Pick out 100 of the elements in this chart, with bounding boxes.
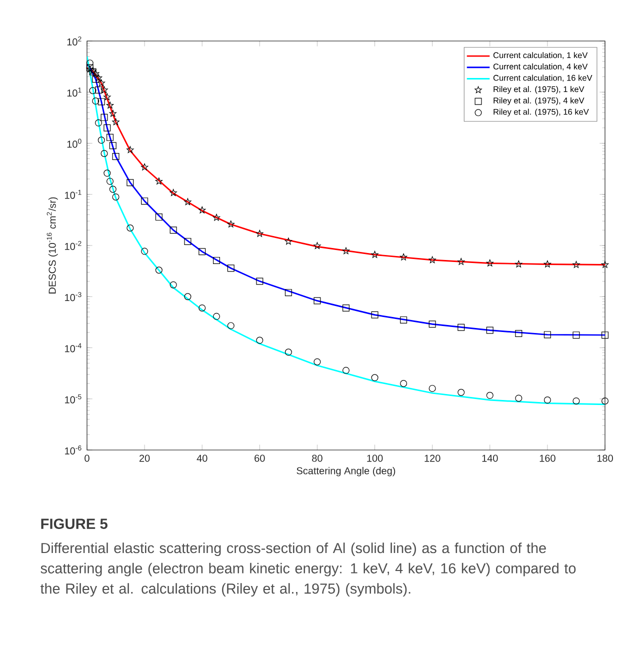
point [544,331,552,338]
y-tick-label: 10$^{0}$ [67,138,82,148]
point [256,278,264,285]
point [170,281,177,288]
point [156,266,163,274]
point [156,214,163,221]
point [515,330,522,337]
legend-label: Current calculation, 4 keV [494,63,588,70]
point [106,178,114,185]
point [227,220,235,228]
point [342,247,350,254]
point [98,98,105,106]
point [572,397,580,404]
x-tick-label: 20 [140,454,150,462]
point [100,150,108,158]
point [213,312,220,320]
point [515,260,522,268]
point [428,256,436,264]
point [342,366,350,374]
line-series [87,64,606,336]
point [572,261,580,268]
point [184,238,192,245]
y-tick-label: 10$^{-1}$ [65,190,82,199]
y-tick-label: 10$^{1}$ [67,88,82,97]
point [486,392,494,399]
legend-label: Riley et al. (1975), 16 keV [494,108,589,116]
point [170,189,178,196]
point [198,304,206,312]
point [314,242,321,250]
point [544,396,552,404]
point [256,336,264,344]
point [112,118,120,126]
point [110,142,117,150]
point [213,214,220,221]
point [400,316,408,324]
legend-label: Riley et al. (1975), 4 keV [494,97,584,106]
point [98,79,106,86]
point [95,86,102,94]
point [112,153,120,160]
point [400,380,408,387]
y-tick-label: 10$^{2}$ [67,36,82,46]
point [106,102,114,108]
point [314,297,321,304]
point [112,193,120,200]
point [141,163,148,170]
point [400,253,408,260]
point [109,110,117,117]
legend-label: Riley et al. (1975), 1 keV [494,86,584,94]
point [371,374,378,382]
point [141,248,148,255]
point [104,124,111,132]
x-tick-label: 100 [367,454,383,462]
point [428,320,436,328]
point [198,248,206,256]
point [371,311,378,318]
point [126,146,134,154]
point [602,397,609,404]
caption: FIGURE 5 [41,518,108,529]
point [572,332,580,339]
point [110,186,117,193]
point [227,264,234,272]
y-tick-label: 10$^{-5}$ [65,394,82,404]
point [126,224,134,232]
point [141,198,148,205]
point [86,60,94,67]
point [284,238,292,245]
y-tick-label: 10$^{-6}$ [65,445,82,455]
point [184,198,192,206]
point [184,293,192,300]
y-tick-label: 10$^{-3}$ [65,292,82,302]
legend-label: Current calculation, 1 keV [494,52,588,60]
point [155,178,163,184]
point [198,206,206,214]
x-tick-label: 180 [598,454,614,462]
point [515,394,522,402]
point [92,98,100,105]
x-tick-label: 160 [540,454,556,462]
point [92,70,100,77]
point [227,322,234,330]
x-tick-label: 80 [312,454,322,462]
x-axis-title: Scattering Angle (deg) [296,466,396,476]
legend-label: Current calculation, 16 keV [494,74,592,82]
point [602,332,609,339]
y-tick-label: 10$^{-2}$ [65,240,82,250]
x-tick-label: 120 [424,454,440,462]
point [458,258,465,265]
point [486,326,494,334]
point [544,260,552,268]
point [92,76,100,83]
point [170,226,177,234]
point [285,348,292,356]
point [256,230,264,237]
point [314,358,321,366]
point [126,179,134,186]
point [104,170,111,177]
y-tick-label: 10$^{-4}$ [65,343,82,352]
point [458,388,465,396]
point [486,259,494,266]
x-tick-label: 140 [482,454,498,462]
y-axis-title: DESCS (10$^{-16}$ cm$^{2}$/sr) [46,197,58,294]
